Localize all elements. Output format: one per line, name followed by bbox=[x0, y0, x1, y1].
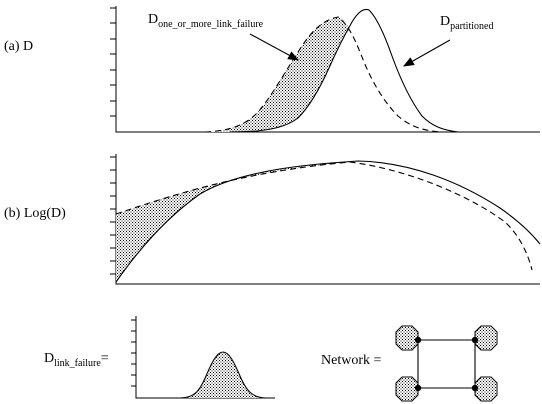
panel-b-difference-region bbox=[116, 162, 350, 282]
network-node bbox=[414, 336, 422, 344]
router-icon bbox=[395, 376, 419, 402]
one-or-more-arrow bbox=[249, 33, 299, 61]
router-icon bbox=[474, 376, 498, 402]
network-links bbox=[406, 337, 487, 391]
panel-b-ticks bbox=[110, 156, 116, 275]
panel-a-ticks bbox=[110, 7, 116, 117]
partitioned-label: Dpartitioned bbox=[440, 14, 493, 32]
router-icon bbox=[395, 325, 419, 351]
link-failure-ticks bbox=[131, 319, 136, 387]
network-node bbox=[471, 336, 479, 344]
panel-b: (b) Log(D) bbox=[4, 154, 541, 285]
network-node bbox=[414, 384, 422, 392]
one-or-more-link-failure-label: Done_or_more_link_failure bbox=[148, 12, 264, 30]
panel-b-label: (b) Log(D) bbox=[4, 206, 66, 221]
panel-b-partitioned-curve bbox=[115, 160, 541, 283]
network-node bbox=[471, 384, 479, 392]
panel-a-difference-region bbox=[205, 17, 350, 132]
panel-a-axes bbox=[115, 6, 540, 133]
router-icon bbox=[474, 325, 498, 351]
panel-a-label: (a) D bbox=[4, 39, 33, 54]
panel-a: (a) D Done_or_more_link_failure Dpartiti… bbox=[4, 6, 540, 133]
partitioned-arrow bbox=[403, 39, 451, 67]
panel-b-one-or-more-curve bbox=[115, 161, 533, 271]
panel-a-partitioned-curve bbox=[229, 8, 459, 133]
link-failure-panel: Dlink_failure= bbox=[44, 316, 275, 399]
network-diagram: Network = bbox=[321, 325, 498, 402]
panel-a-one-or-more-curve bbox=[204, 16, 441, 133]
link-failure-bell-fill bbox=[180, 352, 266, 398]
link-failure-bell-curve bbox=[179, 351, 267, 399]
panel-b-axes bbox=[115, 154, 540, 285]
network-label: Network = bbox=[321, 353, 381, 368]
link-failure-label: Dlink_failure= bbox=[44, 351, 109, 369]
